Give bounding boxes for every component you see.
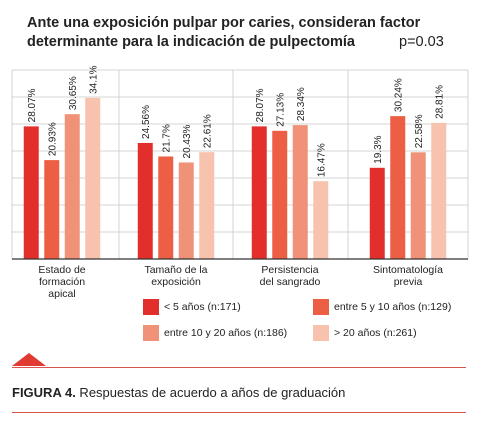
- data-label: 22.61%: [203, 114, 214, 148]
- category-label: Tamaño de la: [144, 264, 207, 276]
- data-label: 24.56%: [141, 105, 152, 139]
- caption-bottom-rule: [12, 412, 466, 413]
- bar: [158, 156, 174, 259]
- category-label: Persistencia: [261, 264, 318, 276]
- legend-swatch: [313, 299, 329, 315]
- data-label: 28.34%: [296, 87, 307, 121]
- p-value: p=0.03: [399, 34, 444, 50]
- data-label: 30.24%: [394, 78, 405, 112]
- data-label: 28.81%: [435, 85, 446, 119]
- category-label: previa: [394, 276, 423, 288]
- bar: [251, 126, 267, 259]
- bar: [369, 167, 385, 259]
- caption-top-rule: [12, 367, 466, 368]
- category-label: apical: [48, 288, 75, 300]
- caption-text: Respuestas de acuerdo a años de graduaci…: [75, 385, 346, 400]
- legend-item: > 20 años (n:261): [313, 325, 417, 341]
- legend-item: < 5 años (n:171): [143, 299, 241, 315]
- bar: [85, 97, 101, 259]
- caption-label: FIGURA 4.: [12, 385, 76, 400]
- legend-item: entre 5 y 10 años (n:129): [313, 299, 451, 315]
- decorative-triangle-icon: [12, 353, 46, 366]
- legend-item: entre 10 y 20 años (n:186): [143, 325, 287, 341]
- legend-swatch: [143, 325, 159, 341]
- legend-label: > 20 años (n:261): [334, 327, 417, 339]
- category-label: exposición: [151, 276, 201, 288]
- data-label: 22.58%: [414, 114, 425, 148]
- chart-title-line-1: Ante una exposición pulpar por caries, c…: [27, 15, 421, 31]
- category-label: formación: [39, 276, 85, 288]
- category-label: del sangrado: [260, 276, 321, 288]
- legend-label: entre 5 y 10 años (n:129): [334, 301, 452, 313]
- bar: [64, 114, 80, 260]
- data-label: 20.43%: [182, 124, 193, 158]
- bar: [199, 152, 215, 259]
- data-label: 30.65%: [68, 76, 79, 110]
- data-label: 20.93%: [48, 122, 59, 156]
- bar: [178, 162, 194, 259]
- bar: [431, 122, 447, 260]
- legend-swatch: [313, 325, 329, 341]
- bar: [313, 181, 329, 259]
- bar-chart: 28.07% 20.93% 30.65% 34.1% Estado deformació…: [11, 65, 469, 300]
- legend-swatch: [143, 299, 159, 315]
- bar: [272, 130, 288, 259]
- data-label: 21.7%: [162, 124, 173, 152]
- data-label: 34.1%: [89, 65, 100, 93]
- data-label: 19.3%: [373, 135, 384, 163]
- legend-label: < 5 años (n:171): [164, 301, 241, 313]
- bar: [23, 126, 39, 259]
- chart-title-line-2: determinante para la indicación de pulpe…: [27, 34, 355, 50]
- figure-caption: FIGURA 4. Respuestas de acuerdo a años d…: [12, 385, 345, 400]
- data-label: 28.07%: [255, 88, 266, 122]
- category-label: Estado de: [38, 264, 85, 276]
- data-label: 28.07%: [27, 88, 38, 122]
- bar: [292, 125, 308, 259]
- bar: [410, 152, 426, 259]
- chart-title: Ante una exposición pulpar por caries, c…: [27, 14, 444, 52]
- data-label: 27.13%: [276, 93, 287, 127]
- bar: [44, 160, 60, 259]
- category-label: Sintomatología: [373, 264, 443, 276]
- bar: [390, 116, 406, 259]
- data-label: 16.47%: [317, 143, 328, 177]
- legend-label: entre 10 y 20 años (n:186): [164, 327, 288, 339]
- bar: [137, 142, 153, 259]
